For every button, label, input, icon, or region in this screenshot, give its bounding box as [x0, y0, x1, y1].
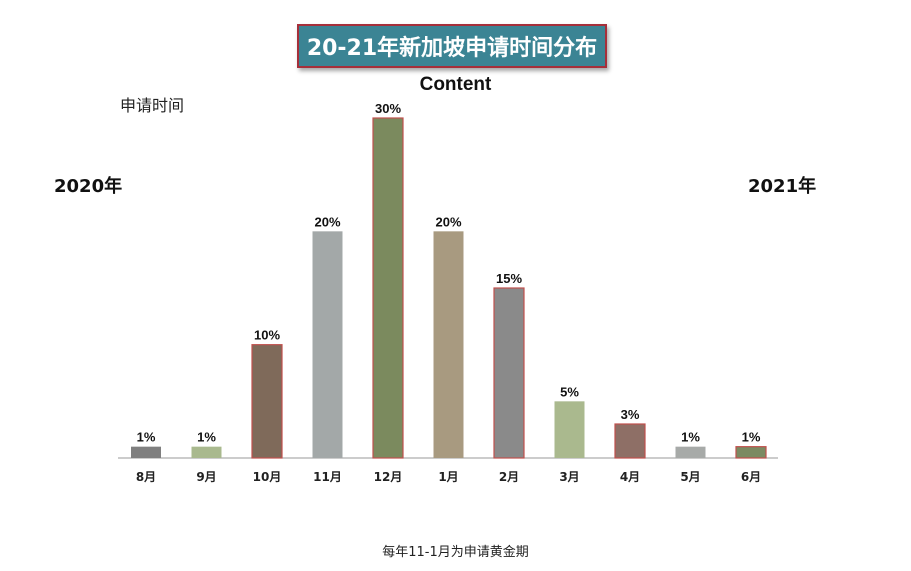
chart-title-banner: 20-21年新加坡申请时间分布: [297, 24, 607, 68]
bar-5月: [675, 446, 706, 458]
data-label: 30%: [375, 101, 401, 116]
bar-4月: [614, 423, 646, 459]
x-tick-label: 8月: [136, 470, 156, 484]
bar-9月: [191, 446, 222, 458]
x-tick-label: 5月: [680, 470, 700, 484]
data-label: 1%: [742, 430, 761, 445]
footnote: 每年11-1月为申请黄金期: [382, 545, 529, 560]
x-tick-label: 10月: [253, 470, 282, 484]
start-year-label: 2020年: [54, 176, 123, 197]
bar-6月: [735, 446, 767, 459]
x-tick-label: 9月: [196, 470, 216, 484]
chart-subtitle: Content: [419, 74, 492, 95]
x-tick-label: 1月: [438, 470, 458, 484]
x-tick-label: 2月: [499, 470, 519, 484]
bar-8月: [131, 446, 161, 458]
bar-3月: [554, 401, 585, 458]
data-label: 20%: [314, 214, 340, 229]
end-year-label: 2021年: [748, 176, 817, 197]
data-label: 15%: [496, 271, 522, 286]
x-tick-label: 11月: [313, 470, 342, 484]
data-label: 20%: [435, 214, 461, 229]
bar-10月: [251, 344, 283, 459]
data-label: 3%: [621, 407, 640, 422]
x-tick-label: 4月: [620, 470, 640, 484]
data-label: 1%: [681, 430, 700, 445]
data-label: 10%: [254, 328, 280, 343]
data-label: 1%: [197, 430, 216, 445]
bar-2月: [493, 287, 525, 459]
y-axis-label: 申请时间: [120, 96, 185, 115]
data-label: 1%: [137, 430, 156, 445]
bar-11月: [312, 231, 343, 458]
bar-12月: [372, 117, 404, 459]
x-tick-label: 3月: [559, 470, 579, 484]
x-tick-label: 12月: [374, 470, 403, 484]
bar-1月: [433, 231, 464, 458]
x-tick-label: 6月: [741, 470, 761, 484]
data-label: 5%: [560, 384, 579, 399]
